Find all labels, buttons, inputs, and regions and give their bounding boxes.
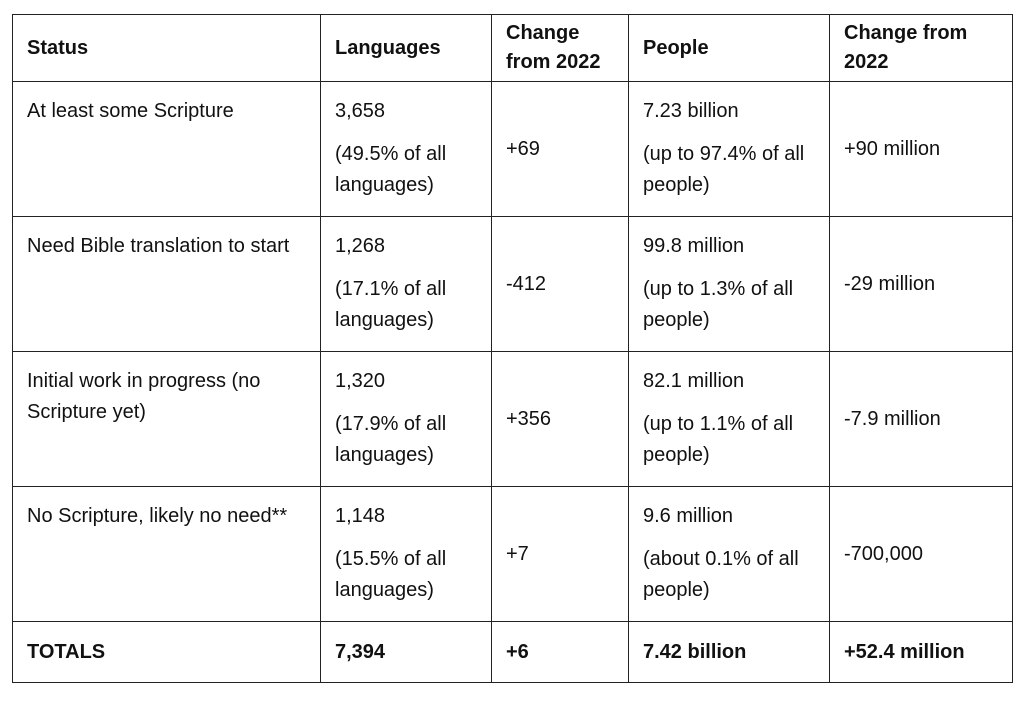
table-cell: At least some Scripture [12, 81, 321, 217]
cell-text: (49.5% of all languages) [335, 143, 447, 196]
cell-text: Need Bible translation to start [27, 235, 290, 257]
table-cell: 1,148 (15.5% of all languages) [320, 486, 492, 622]
cell-text: 9.6 million [643, 505, 734, 527]
totals-cell: 7.42 billion [628, 621, 830, 683]
totals-cell: +52.4 million [829, 621, 1013, 683]
totals-cell: TOTALS [12, 621, 321, 683]
cell-text: +7 [506, 542, 529, 565]
table-row: At least some Scripture 3,658 (49.5% of al… [12, 81, 1013, 217]
cell-text: (17.9% of all languages) [335, 413, 447, 466]
totals-row: TOTALS 7,394 +6 7.42 billion +52.4 million [12, 621, 1013, 683]
header-cell: Change from 2022 [491, 14, 629, 82]
cell-text: (17.1% of all languages) [335, 278, 447, 331]
table-cell: 1,268 (17.1% of all languages) [320, 216, 492, 352]
table-cell: +69 [491, 81, 629, 217]
table-cell: Initial work in progress (no Scripture y… [12, 351, 321, 487]
table-cell: 3,658 (49.5% of all languages) [320, 81, 492, 217]
cell-text: At least some Scripture [27, 100, 234, 122]
table-cell: Need Bible translation to start [12, 216, 321, 352]
table-cell: 7.23 billion (up to 97.4% of all people) [628, 81, 830, 217]
table-cell: -7.9 million [829, 351, 1013, 487]
scripture-table: Status Languages Change from 2022 People Cha… [12, 14, 1013, 683]
table-cell: No Scripture, likely no need** [12, 486, 321, 622]
header-cell: Languages [320, 14, 492, 82]
cell-text: -412 [506, 272, 547, 295]
table-cell: +7 [491, 486, 629, 622]
cell-text: 7.23 billion [643, 100, 739, 122]
cell-text: 99.8 million [643, 235, 745, 257]
cell-text: -700,000 [844, 542, 923, 565]
cell-text: -7.9 million [844, 407, 941, 430]
totals-cell: +6 [491, 621, 629, 683]
table-row: Need Bible translation to start 1,268 (17.… [12, 216, 1013, 352]
table-cell: 1,320 (17.9% of all languages) [320, 351, 492, 487]
header-cell: People [628, 14, 830, 82]
table-cell: -412 [491, 216, 629, 352]
cell-text: (up to 97.4% of all people) [643, 143, 805, 196]
table-cell: +356 [491, 351, 629, 487]
header-cell: Status [12, 14, 321, 82]
table-cell: +90 million [829, 81, 1013, 217]
cell-text: (15.5% of all languages) [335, 548, 447, 601]
cell-text: (up to 1.1% of all people) [643, 413, 794, 466]
cell-text: (up to 1.3% of all people) [643, 278, 794, 331]
cell-text: 1,268 [335, 235, 386, 257]
header-cell: Change from 2022 [829, 14, 1013, 82]
cell-text: +90 million [844, 137, 941, 160]
table-row: No Scripture, likely no need** 1,148 (15.5… [12, 486, 1013, 622]
cell-text: 3,658 [335, 100, 386, 122]
table-cell: 99.8 million (up to 1.3% of all people) [628, 216, 830, 352]
totals-cell: 7,394 [320, 621, 492, 683]
cell-text: 82.1 million [643, 370, 745, 392]
cell-text: (about 0.1% of all people) [643, 548, 799, 601]
table-body: At least some Scripture 3,658 (49.5% of al… [12, 81, 1013, 683]
table-cell: 9.6 million (about 0.1% of all people) [628, 486, 830, 622]
cell-text: 1,148 [335, 505, 386, 527]
cell-text: 1,320 [335, 370, 386, 392]
header-row: Status Languages Change from 2022 People Cha… [12, 14, 1013, 82]
cell-text: No Scripture, likely no need** [27, 505, 288, 527]
table-cell: 82.1 million (up to 1.1% of all people) [628, 351, 830, 487]
cell-text: +69 [506, 137, 540, 160]
cell-text: Initial work in progress (no Scripture y… [27, 370, 261, 423]
cell-text: -29 million [844, 272, 936, 295]
table-cell: -700,000 [829, 486, 1013, 622]
table-row: Initial work in progress (no Scripture y… [12, 351, 1013, 487]
cell-text: +356 [506, 407, 552, 430]
table-cell: -29 million [829, 216, 1013, 352]
